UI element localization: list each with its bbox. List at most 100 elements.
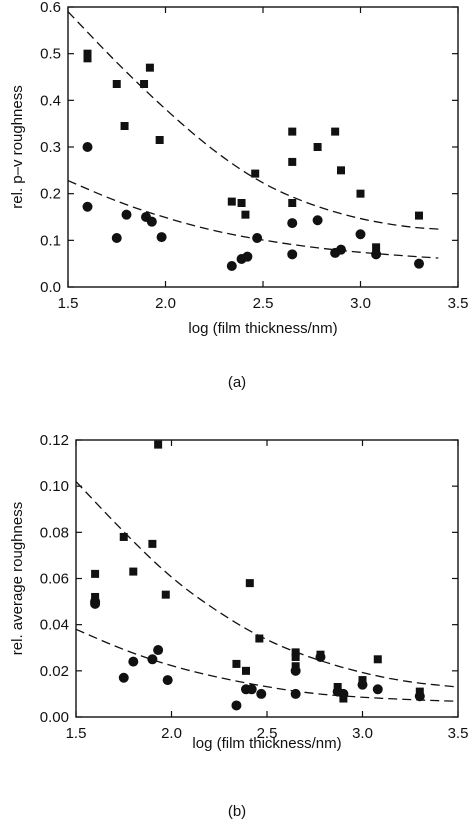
square-point	[291, 652, 300, 661]
y-tick-label: 0.00	[40, 709, 69, 726]
circle-point	[231, 700, 242, 711]
square-point	[154, 440, 163, 449]
circle-point	[118, 672, 129, 683]
x-tick-label: 1.5	[66, 725, 87, 742]
square-point	[251, 169, 260, 178]
square-point	[119, 532, 128, 541]
square-point	[140, 80, 149, 88]
y-tick-label: 0.1	[40, 232, 61, 249]
y-tick-label: 0.02	[40, 663, 69, 680]
circle-point	[315, 651, 326, 662]
panel-label: (a)	[228, 374, 246, 391]
circle-point	[252, 233, 263, 243]
square-point	[288, 127, 297, 136]
circle-point	[121, 209, 132, 220]
square-point	[288, 199, 297, 207]
y-tick-label: 0.12	[40, 432, 69, 449]
x-tick-label: 1.5	[58, 295, 79, 312]
y-tick-label: 0.08	[40, 524, 69, 541]
square-point	[331, 127, 340, 136]
x-tick-label: 3.5	[448, 295, 469, 312]
square-point	[120, 122, 129, 130]
y-axis-label: rel. p–v roughness	[9, 85, 26, 208]
y-tick-label: 0.0	[40, 279, 61, 296]
circle-point	[90, 598, 101, 609]
y-tick-label: 0.3	[40, 139, 61, 156]
y-tick-label: 0.2	[40, 186, 61, 203]
circle-point	[128, 656, 139, 667]
square-point	[155, 136, 164, 144]
circle-point	[82, 201, 93, 212]
square-point	[241, 210, 250, 219]
y-tick-label: 0.04	[40, 617, 69, 634]
y-tick-label: 0.6	[40, 0, 61, 16]
plot-frame	[75, 439, 459, 718]
circle-point	[290, 688, 301, 699]
square-point	[232, 659, 241, 668]
chart-panel-b: 1.5 2.0 2.5 3.0 3.5 0.00 0.02 0.04 0.06 0.08 0.10 0…	[0, 411, 474, 822]
y-axis-label: rel. average roughness	[9, 502, 26, 655]
fit-curve-2	[76, 628, 458, 702]
x-axis-label: log (film thickness/nm)	[188, 320, 337, 337]
y-tick-label: 0.5	[40, 46, 61, 63]
x-tick-label: 2.0	[155, 295, 176, 312]
x-axis-label: log (film thickness/nm)	[192, 735, 341, 752]
circle-point	[414, 258, 424, 269]
chart-a-svg: 1.5 2.0 2.5 3.0 3.5 0.0 0.1 0.2 0.3 0.4 0.5 0.6 log …	[9, 0, 469, 391]
circle-point	[246, 684, 257, 695]
circle-point	[287, 249, 298, 260]
circle-point	[290, 665, 301, 676]
square-point	[83, 54, 92, 63]
circle-point	[372, 684, 383, 695]
circle-point	[226, 261, 237, 271]
circle-point	[242, 251, 253, 262]
square-point	[337, 166, 345, 175]
square-point	[372, 243, 381, 252]
circle-point	[287, 218, 298, 229]
square-point	[415, 211, 423, 220]
y-tick-label: 0.10	[40, 478, 69, 495]
square-point	[112, 80, 121, 88]
x-tick-label: 2.5	[257, 725, 278, 742]
circle-point	[256, 688, 267, 699]
fit-curve-1	[68, 11, 439, 230]
x-tick-label: 2.0	[161, 725, 182, 742]
square-point	[313, 143, 322, 151]
square-point	[373, 655, 382, 664]
x-tick-label: 2.5	[253, 295, 274, 312]
plot-frame	[67, 6, 459, 288]
circle-point	[338, 688, 349, 699]
square-point	[91, 569, 100, 578]
circle-point	[336, 244, 346, 255]
square-point	[145, 63, 154, 72]
square-point	[241, 666, 250, 675]
circle-point	[146, 216, 157, 227]
x-tick-label: 3.0	[352, 725, 373, 742]
circle-point	[111, 233, 122, 243]
square-point	[288, 157, 297, 166]
panel-label: (b)	[228, 803, 246, 820]
square-point	[129, 567, 138, 576]
y-tick-label: 0.06	[40, 571, 69, 588]
circle-point	[147, 654, 158, 665]
circle-point	[371, 249, 382, 260]
square-point	[237, 199, 246, 207]
circle-point	[355, 229, 366, 240]
square-point	[245, 579, 254, 588]
circle-point	[156, 232, 167, 243]
fit-curve-1	[76, 481, 458, 688]
square-point	[356, 189, 365, 198]
chart-b-svg: 1.5 2.0 2.5 3.0 3.5 0.00 0.02 0.04 0.06 0.08 0.10 0…	[9, 432, 469, 820]
x-tick-label: 3.5	[448, 725, 469, 742]
chart-panel-a: 1.5 2.0 2.5 3.0 3.5 0.0 0.1 0.2 0.3 0.4 0.5 0.6 log …	[9, 0, 469, 391]
circle-point	[312, 215, 323, 226]
y-tick-label: 0.4	[40, 92, 61, 109]
circle-point	[162, 675, 173, 686]
square-point	[255, 634, 264, 643]
square-point	[227, 197, 236, 206]
circle-point	[414, 691, 425, 702]
circle-point	[153, 645, 164, 656]
fit-curve-2	[68, 180, 440, 259]
x-tick-label: 3.0	[350, 295, 371, 312]
square-point	[148, 539, 157, 548]
